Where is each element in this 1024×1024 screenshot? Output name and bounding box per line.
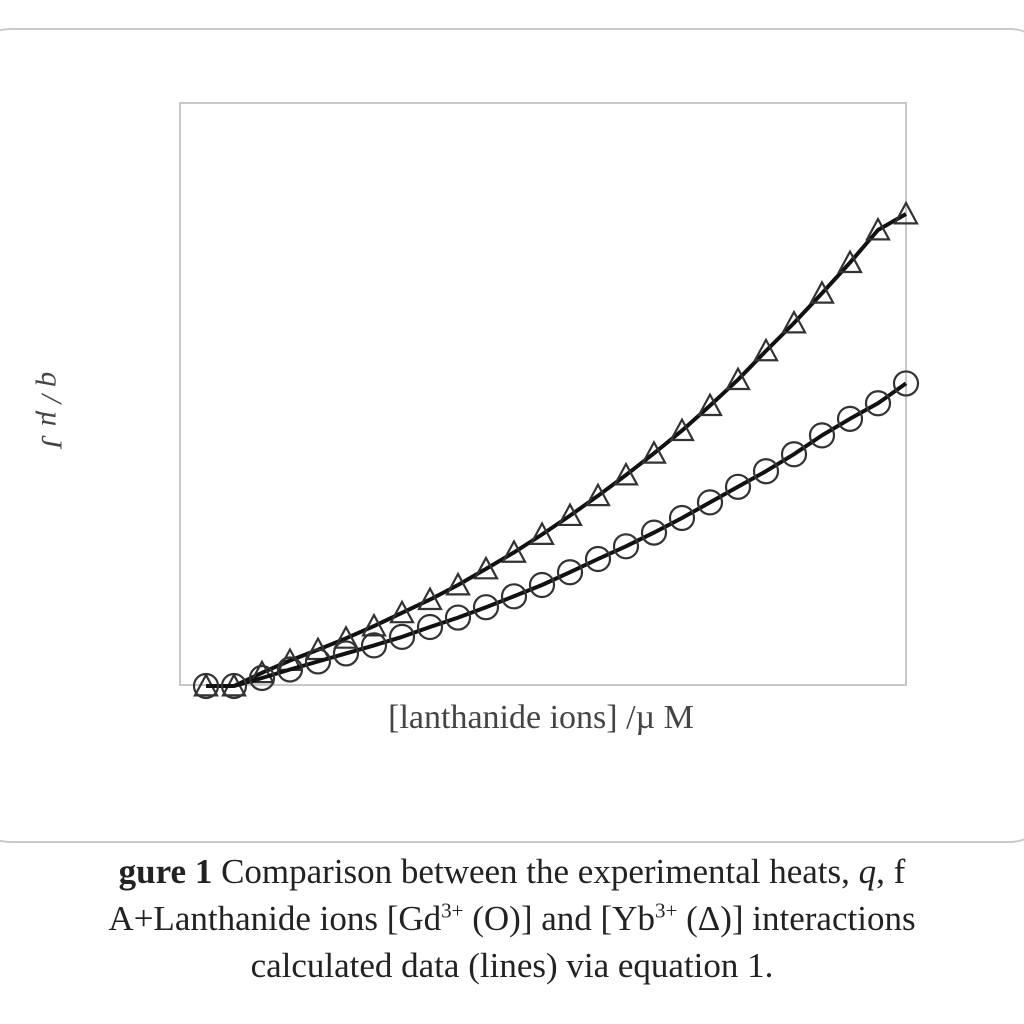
data-point-circle: [416, 613, 444, 641]
caption-sup-gd: 3+: [441, 898, 464, 923]
caption-line-1: gure 1 Comparison between the experiment…: [0, 848, 1024, 895]
caption-line-2: A+Lanthanide ions [Gd3+ (O)] and [Yb3+ (…: [0, 895, 1024, 942]
data-point-circle: [248, 664, 276, 692]
data-point-circle: [528, 571, 556, 599]
data-point-circle: [668, 504, 696, 532]
caption-sup-yb: 3+: [654, 898, 678, 923]
data-point-triangle: [641, 439, 667, 464]
data-point-circle: [388, 623, 416, 651]
data-point-circle: [500, 583, 528, 610]
data-point-triangle: [501, 539, 527, 563]
data-point-triangle: [865, 216, 891, 241]
data-point-triangle: [893, 200, 919, 225]
x-axis-label: [lanthanide ions] /µ M: [388, 699, 694, 736]
data-point-circle: [724, 473, 752, 500]
data-point-circle: [808, 422, 836, 449]
data-point-circle: [752, 458, 780, 485]
chart: [lanthanide ions] /µ M q / µ J: [35, 102, 920, 736]
y-axis-label: q / µ J: [35, 372, 68, 450]
data-point-triangle: [473, 555, 499, 580]
data-point-triangle: [557, 502, 583, 527]
caption-text-1: Comparison between the experimental heat…: [212, 852, 859, 891]
data-point-circle: [472, 594, 500, 621]
data-point-triangle: [725, 366, 751, 391]
caption-text-2b: (O)] and [Yb: [463, 899, 655, 938]
data-point-triangle: [445, 571, 471, 596]
data-point-circle: [780, 441, 808, 468]
data-point-triangle: [333, 625, 359, 649]
data-point-triangle: [613, 461, 639, 486]
data-point-circle: [444, 604, 472, 631]
figure-frame: [0, 28, 1024, 843]
data-point-triangle: [389, 599, 415, 624]
data-point-triangle: [669, 417, 695, 442]
caption-text-2c: (Δ)] interactions: [677, 899, 916, 938]
data-point-circle: [696, 489, 724, 516]
figure-caption: gure 1 Comparison between the experiment…: [0, 848, 1024, 989]
series-triangle: [193, 200, 919, 697]
data-point-circle: [332, 640, 360, 667]
caption-text-2a: A+Lanthanide ions [Gd: [108, 899, 442, 938]
data-point-circle: [584, 545, 612, 573]
series-layer: [192, 200, 920, 700]
data-point-circle: [892, 370, 920, 397]
series-circle: [192, 370, 920, 700]
data-point-triangle: [585, 482, 611, 507]
data-point-triangle: [809, 279, 835, 304]
data-point-triangle: [249, 659, 275, 684]
data-point-circle: [836, 405, 864, 432]
data-point-circle: [612, 533, 640, 560]
data-point-circle: [304, 648, 332, 675]
data-point-triangle: [529, 521, 555, 545]
data-point-circle: [220, 672, 248, 700]
data-point-triangle: [697, 392, 723, 417]
data-point-circle: [276, 656, 304, 683]
data-point-triangle: [753, 337, 779, 362]
data-point-circle: [192, 672, 220, 700]
fit-line-circle: [206, 381, 908, 688]
caption-q: q: [858, 852, 877, 891]
figure-label: gure 1: [118, 852, 213, 891]
data-point-triangle: [361, 612, 387, 637]
data-point-circle: [864, 390, 892, 417]
data-point-triangle: [837, 249, 863, 274]
caption-text-1b: , f: [876, 852, 906, 891]
data-point-triangle: [781, 309, 807, 334]
data-point-circle: [640, 519, 668, 546]
caption-line-3: calculated data (lines) via equation 1.: [250, 946, 774, 985]
plot-area: [179, 102, 907, 686]
data-point-triangle: [305, 636, 331, 661]
data-point-triangle: [417, 586, 443, 611]
data-point-circle: [360, 632, 388, 659]
data-point-circle: [556, 559, 584, 586]
